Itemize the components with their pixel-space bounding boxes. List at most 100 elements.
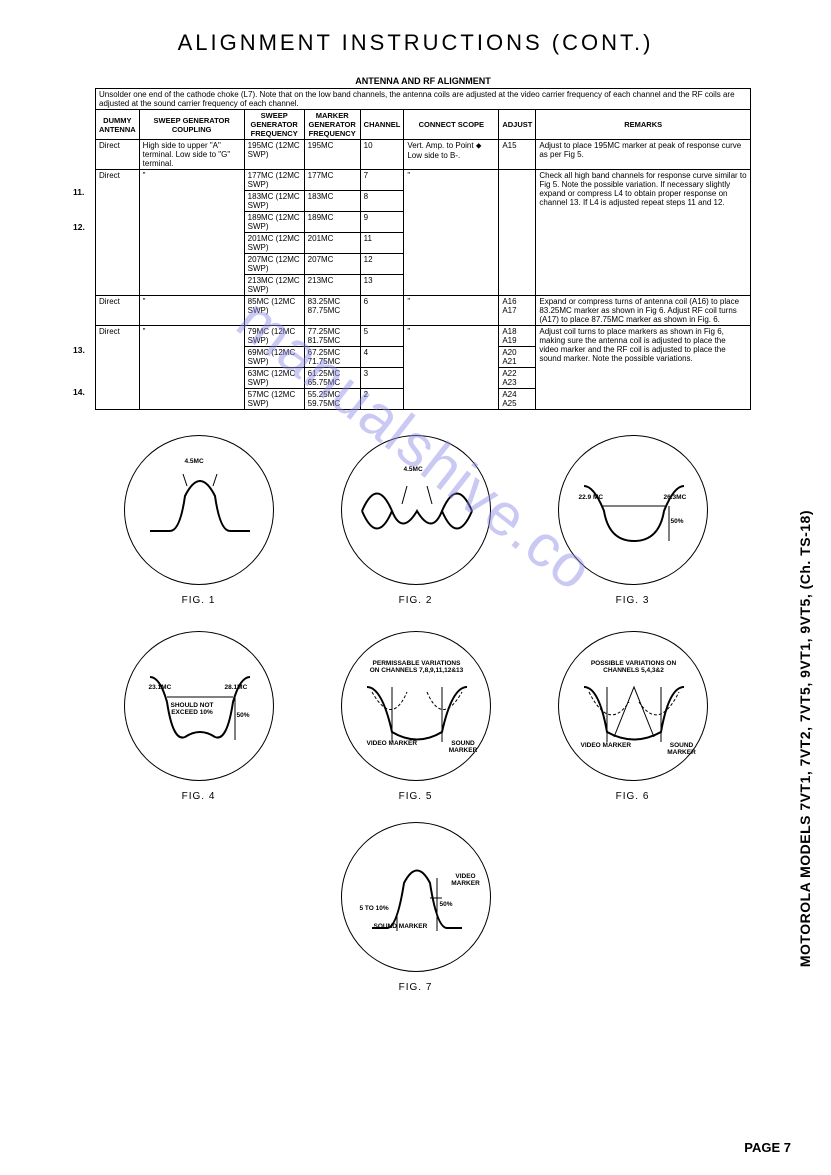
cell-mrkfreq: 67.25MC 71.75MC xyxy=(304,347,360,368)
th-scope: CONNECT SCOPE xyxy=(404,110,499,140)
cell-sweep: " xyxy=(139,296,244,326)
cell-adj xyxy=(499,170,536,296)
fig-2: 4.5MC FIG. 2 xyxy=(341,435,491,606)
cell-chan: 11 xyxy=(360,233,404,254)
cell-mrkfreq: 83.25MC 87.75MC xyxy=(304,296,360,326)
table-note: Unsolder one end of the cathode choke (L… xyxy=(96,89,751,110)
table-caption: ANTENNA AND RF ALIGNMENT xyxy=(95,76,751,86)
fig3-curve xyxy=(559,436,709,586)
fig-5: PERMISSABLE VARIATIONS ON CHANNELS 7,8,9… xyxy=(341,631,491,802)
table-row: Direct " 177MC (12MC SWP) 177MC 7 " Chec… xyxy=(96,170,751,191)
cell-mrkfreq: 177MC xyxy=(304,170,360,191)
cell-chan: 10 xyxy=(360,140,404,170)
th-remarks: REMARKS xyxy=(536,110,751,140)
table-header-row: DUMMY ANTENNA SWEEP GENERATOR COUPLING S… xyxy=(96,110,751,140)
cell-chan: 7 xyxy=(360,170,404,191)
fig1-annot: 4.5MC xyxy=(185,458,204,465)
cell-dummy: Direct xyxy=(96,326,140,410)
cell-chan: 6 xyxy=(360,296,404,326)
table-row: Direct " 85MC (12MC SWP) 83.25MC 87.75MC… xyxy=(96,296,751,326)
fig4-left: 23.1MC xyxy=(149,684,172,691)
fig-1: 4.5MC FIG. 1 xyxy=(124,435,274,606)
cell-rem: Expand or compress turns of antenna coil… xyxy=(536,296,751,326)
cell-swpfreq: 213MC (12MC SWP) xyxy=(244,275,304,296)
cell-swpfreq: 85MC (12MC SWP) xyxy=(244,296,304,326)
cell-mrkfreq: 61.25MC 65.75MC xyxy=(304,368,360,389)
cell-mrkfreq: 195MC xyxy=(304,140,360,170)
cell-swpfreq: 63MC (12MC SWP) xyxy=(244,368,304,389)
cell-chan: 12 xyxy=(360,254,404,275)
cell-mrkfreq: 201MC xyxy=(304,233,360,254)
table-row: Direct " 79MC (12MC SWP) 77.25MC 81.75MC… xyxy=(96,326,751,347)
fig5-title: PERMISSABLE VARIATIONS ON CHANNELS 7,8,9… xyxy=(370,660,464,674)
th-channel: CHANNEL xyxy=(360,110,404,140)
fig6-label: FIG. 6 xyxy=(558,791,708,802)
cell-swpfreq: 201MC (12MC SWP) xyxy=(244,233,304,254)
cell-sweep: High side to upper "A" terminal. Low sid… xyxy=(139,140,244,170)
cell-adj: A18 A19 xyxy=(499,326,536,347)
fig3-pct: 50% xyxy=(671,518,684,525)
rownum-11: 11. xyxy=(73,187,84,197)
fig5-vl: VIDEO MARKER xyxy=(367,740,418,747)
cell-chan: 3 xyxy=(360,368,404,389)
alignment-table: Unsolder one end of the cathode choke (L… xyxy=(95,88,751,410)
fig5-label: FIG. 5 xyxy=(341,791,491,802)
fig2-annot: 4.5MC xyxy=(404,466,423,473)
table-row: Direct High side to upper "A" terminal. … xyxy=(96,140,751,170)
cell-mrkfreq: 189MC xyxy=(304,212,360,233)
fig7-label: FIG. 7 xyxy=(341,982,491,993)
cell-scope: " xyxy=(404,296,499,326)
th-sweep-freq: SWEEP GENERATOR FREQUENCY xyxy=(244,110,304,140)
cell-scope: " xyxy=(404,326,499,410)
fig4-right: 28.1MC xyxy=(225,684,248,691)
fig-6: POSSIBLE VARIATIONS ON CHANNELS 5,4,3&2 … xyxy=(558,631,708,802)
fig2-curve xyxy=(342,436,492,586)
cell-sweep: " xyxy=(139,326,244,410)
th-marker-freq: MARKER GENERATOR FREQUENCY xyxy=(304,110,360,140)
fig6-title: POSSIBLE VARIATIONS ON CHANNELS 5,4,3&2 xyxy=(591,660,677,674)
cell-swpfreq: 69MC (12MC SWP) xyxy=(244,347,304,368)
fig6-vl: VIDEO MARKER xyxy=(581,742,632,749)
cell-mrkfreq: 55.25MC 59.75MC xyxy=(304,389,360,410)
alignment-table-wrap: ANTENNA AND RF ALIGNMENT Unsolder one en… xyxy=(95,76,751,410)
cell-swpfreq: 183MC (12MC SWP) xyxy=(244,191,304,212)
cell-adj: A22 A23 xyxy=(499,368,536,389)
cell-chan: 5 xyxy=(360,326,404,347)
rownum-13: 13. xyxy=(73,345,85,355)
cell-dummy: Direct xyxy=(96,170,140,296)
cell-rem: Adjust to place 195MC marker at peak of … xyxy=(536,140,751,170)
cell-swpfreq: 207MC (12MC SWP) xyxy=(244,254,304,275)
cell-mrkfreq: 77.25MC 81.75MC xyxy=(304,326,360,347)
cell-adj: A16 A17 xyxy=(499,296,536,326)
fig4-note: SHOULD NOT EXCEED 10% xyxy=(170,702,215,716)
cell-chan: 2 xyxy=(360,389,404,410)
fig6-curve xyxy=(559,632,709,782)
fig3-right: 26.3MC xyxy=(664,494,687,501)
side-model-text: MOTOROLA MODELS 7VT1, 7VT2, 7VT5, 9VT1, … xyxy=(797,510,813,967)
cell-sweep: " xyxy=(139,170,244,296)
cell-swpfreq: 79MC (12MC SWP) xyxy=(244,326,304,347)
cell-adj: A20 A21 xyxy=(499,347,536,368)
cell-swpfreq: 189MC (12MC SWP) xyxy=(244,212,304,233)
cell-dummy: Direct xyxy=(96,140,140,170)
fig4-pct: 50% xyxy=(237,712,250,719)
fig7-curve xyxy=(342,823,492,973)
cell-adj: A15 xyxy=(499,140,536,170)
fig7-note: 5 TO 10% xyxy=(360,905,389,912)
fig4-label: FIG. 4 xyxy=(124,791,274,802)
cell-scope: Vert. Amp. to Point ⬥ Low side to B-. xyxy=(404,140,499,170)
fig3-left: 22.9 MC xyxy=(579,494,604,501)
fig-3: 22.9 MC 26.3MC 50% FIG. 3 xyxy=(558,435,708,606)
cell-rem: Check all high band channels for respons… xyxy=(536,170,751,296)
fig2-label: FIG. 2 xyxy=(341,595,491,606)
fig5-curve xyxy=(342,632,492,782)
figures-row-2: 23.1MC 28.1MC SHOULD NOT EXCEED 10% 50% … xyxy=(90,631,741,802)
cell-chan: 8 xyxy=(360,191,404,212)
fig-7: 5 TO 10% 50% VIDEO MARKER SOUND MARKER F… xyxy=(341,822,491,993)
rownum-14: 14. xyxy=(73,387,85,397)
cell-chan: 9 xyxy=(360,212,404,233)
figures-row-3: 5 TO 10% 50% VIDEO MARKER SOUND MARKER F… xyxy=(0,822,831,993)
figures-row-1: 4.5MC FIG. 1 4.5MC FIG. 2 22.9 MC 26.3MC… xyxy=(90,435,741,606)
cell-swpfreq: 195MC (12MC SWP) xyxy=(244,140,304,170)
cell-mrkfreq: 207MC xyxy=(304,254,360,275)
